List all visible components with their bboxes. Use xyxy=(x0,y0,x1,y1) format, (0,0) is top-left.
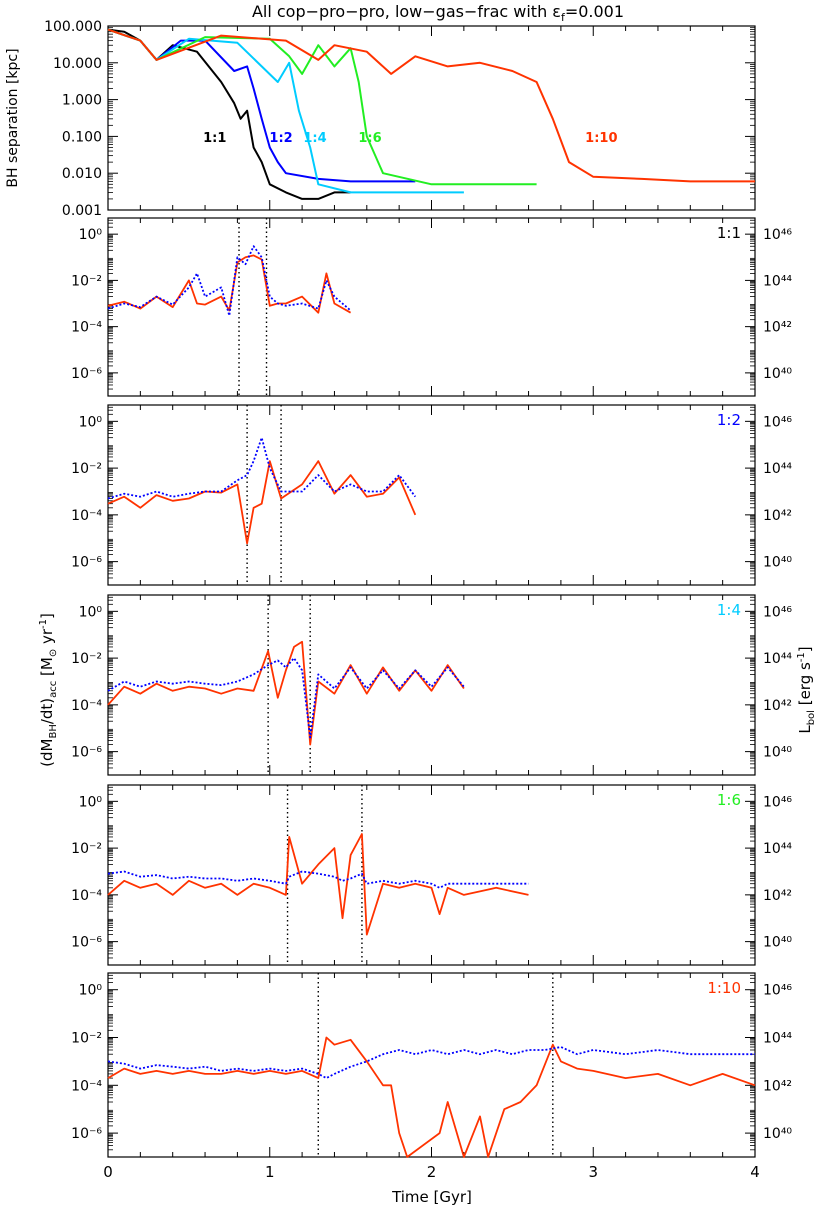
right-y-tick-label: 10⁴⁰ xyxy=(763,555,792,571)
y-tick-label: 10⁻⁶ xyxy=(71,745,102,761)
y-tick-label: 10⁰ xyxy=(79,983,103,999)
ratio-label: 1:6 xyxy=(717,791,741,809)
right-y-tick-label: 10⁴² xyxy=(763,698,792,714)
right-y-tick-label: 10⁴² xyxy=(763,1078,792,1094)
y-tick-label: 10⁻⁴ xyxy=(71,320,102,336)
ratio-label: 1:2 xyxy=(717,411,741,429)
y-tick-label: 0.010 xyxy=(62,166,102,182)
separation-line-1-10 xyxy=(107,28,755,183)
right-y-tick-label: 10⁴⁴ xyxy=(763,273,792,289)
luminosity-dotted-line xyxy=(107,436,417,500)
y-tick-label: 10⁻² xyxy=(71,273,102,289)
panel-frame xyxy=(107,972,756,1158)
left-ylabel: (dMBH/dt)acc [M⊙ yr-1] xyxy=(38,613,59,767)
y-tick-label: 10⁻⁴ xyxy=(71,698,102,714)
right-y-tick-label: 10⁴⁶ xyxy=(763,414,792,430)
y-tick-label: 10⁻² xyxy=(71,841,102,857)
merger-ratio-annotation: 1:4 xyxy=(303,131,326,146)
y-tick-label: 10.000 xyxy=(53,56,102,72)
x-axis-label: Time [Gyr] xyxy=(391,1188,472,1206)
y-tick-label: 10⁻⁶ xyxy=(71,935,102,951)
x-tick-label: 1 xyxy=(265,1163,275,1181)
panel-2: 10⁰ 10⁴⁶ 10⁻² 10⁴⁴ 10⁻⁴ 10⁴² 10⁻⁶ 10⁴⁰ 1:2 xyxy=(71,404,792,586)
y-tick-label: 0.100 xyxy=(62,129,102,145)
y-tick-label: 10⁻⁴ xyxy=(71,1078,102,1094)
ratio-label: 1:1 xyxy=(717,224,741,242)
y-tick-label: 10⁻⁶ xyxy=(71,555,102,571)
panel-3: 10⁰ 10⁴⁶ 10⁻² 10⁴⁴ 10⁻⁴ 10⁴² 10⁻⁶ 10⁴⁰ 1:4 xyxy=(71,594,792,776)
merger-ratio-annotation: 1:1 xyxy=(203,131,226,146)
x-tick-label: 0 xyxy=(103,1163,113,1181)
luminosity-dotted-line xyxy=(107,870,529,889)
right-y-tick-label: 10⁴² xyxy=(763,508,792,524)
panel-0: 100.000 10.000 1.000 0.100 0.010 0.001 1:1 1:2 1… xyxy=(44,19,756,219)
y-tick-label: 100.000 xyxy=(44,19,102,35)
figure-title: All cop−pro−pro, low−gas−frac with εf=0.… xyxy=(252,2,624,24)
x-tick-label: 2 xyxy=(427,1163,437,1181)
panel-frame xyxy=(107,784,756,966)
y-tick-label: 10⁻² xyxy=(71,651,102,667)
panel-4: 10⁰ 10⁴⁶ 10⁻² 10⁴⁴ 10⁻⁴ 10⁴² 10⁻⁶ 10⁴⁰ 1:6 xyxy=(71,784,792,966)
right-y-tick-label: 10⁴⁴ xyxy=(763,841,792,857)
merger-ratio-annotation: 1:10 xyxy=(585,131,617,146)
right-y-tick-label: 10⁴⁶ xyxy=(763,227,792,243)
x-tick-label: 3 xyxy=(588,1163,598,1181)
y-tick-label: 10⁻⁴ xyxy=(71,508,102,524)
panel-5: 10⁰ 10⁴⁶ 10⁻² 10⁴⁴ 10⁻⁴ 10⁴² 10⁻⁶ 10⁴⁰ 1:10 0 1 2 3 4 xyxy=(71,972,792,1181)
right-y-tick-label: 10⁴² xyxy=(763,320,792,336)
separation-line-1-1 xyxy=(107,28,351,200)
y-tick-label: 10⁻⁶ xyxy=(71,1126,102,1142)
right-y-tick-label: 10⁴⁶ xyxy=(763,983,792,999)
accretion-rate-line xyxy=(107,460,417,545)
y-tick-label: 10⁻² xyxy=(71,1031,102,1047)
merger-ratio-annotation: 1:6 xyxy=(358,131,381,146)
separation-line-1-6 xyxy=(107,28,537,186)
x-tick-label: 4 xyxy=(750,1163,760,1181)
y-tick-label: 10⁻² xyxy=(71,461,102,477)
merger-ratio-annotation: 1:2 xyxy=(269,131,292,146)
y-tick-label: 10⁻⁶ xyxy=(71,366,102,382)
right-y-tick-label: 10⁴⁰ xyxy=(763,366,792,382)
accretion-rate-line xyxy=(107,254,352,314)
luminosity-dotted-line xyxy=(107,1046,755,1079)
ratio-label: 1:4 xyxy=(717,601,741,619)
accretion-rate-line xyxy=(107,1036,756,1158)
y-tick-label: 10⁰ xyxy=(79,227,103,243)
luminosity-dotted-line xyxy=(107,245,352,317)
panel-1: 10⁰ 10⁴⁶ 10⁻² 10⁴⁴ 10⁻⁴ 10⁴² 10⁻⁶ 10⁴⁰ 1:1 xyxy=(71,217,792,397)
panel-frame xyxy=(107,404,756,586)
right-y-tick-label: 10⁴⁶ xyxy=(763,794,792,810)
right-y-tick-label: 10⁴⁰ xyxy=(763,745,792,761)
panel-frame xyxy=(107,217,756,397)
accretion-rate-line xyxy=(107,833,529,936)
right-y-tick-label: 10⁴⁴ xyxy=(763,1031,792,1047)
ratio-label: 1:10 xyxy=(707,979,741,997)
y-tick-label: 1.000 xyxy=(62,93,102,109)
y-tick-label: 0.001 xyxy=(62,203,102,219)
y-tick-label: 10⁰ xyxy=(79,604,103,620)
y-tick-label: 10⁻⁴ xyxy=(71,888,102,904)
right-y-tick-label: 10⁴⁴ xyxy=(763,461,792,477)
right-y-tick-label: 10⁴⁰ xyxy=(763,1126,792,1142)
right-y-tick-label: 10⁴⁴ xyxy=(763,651,792,667)
luminosity-dotted-line xyxy=(107,657,465,739)
separation-line-1-4 xyxy=(107,28,464,194)
panel-frame xyxy=(107,594,756,776)
panel-frame xyxy=(107,25,756,211)
y-tick-label: 10⁰ xyxy=(79,794,103,810)
accretion-rate-line xyxy=(107,640,465,746)
right-ylabel: Lbol [erg s-1] xyxy=(796,646,817,733)
right-y-tick-label: 10⁴² xyxy=(763,888,792,904)
right-y-tick-label: 10⁴⁰ xyxy=(763,935,792,951)
y-tick-label: 10⁰ xyxy=(79,414,103,430)
right-y-tick-label: 10⁴⁶ xyxy=(763,604,792,620)
separation-line-1-2 xyxy=(107,28,416,183)
separation-ylabel: BH separation [kpc] xyxy=(5,48,21,187)
